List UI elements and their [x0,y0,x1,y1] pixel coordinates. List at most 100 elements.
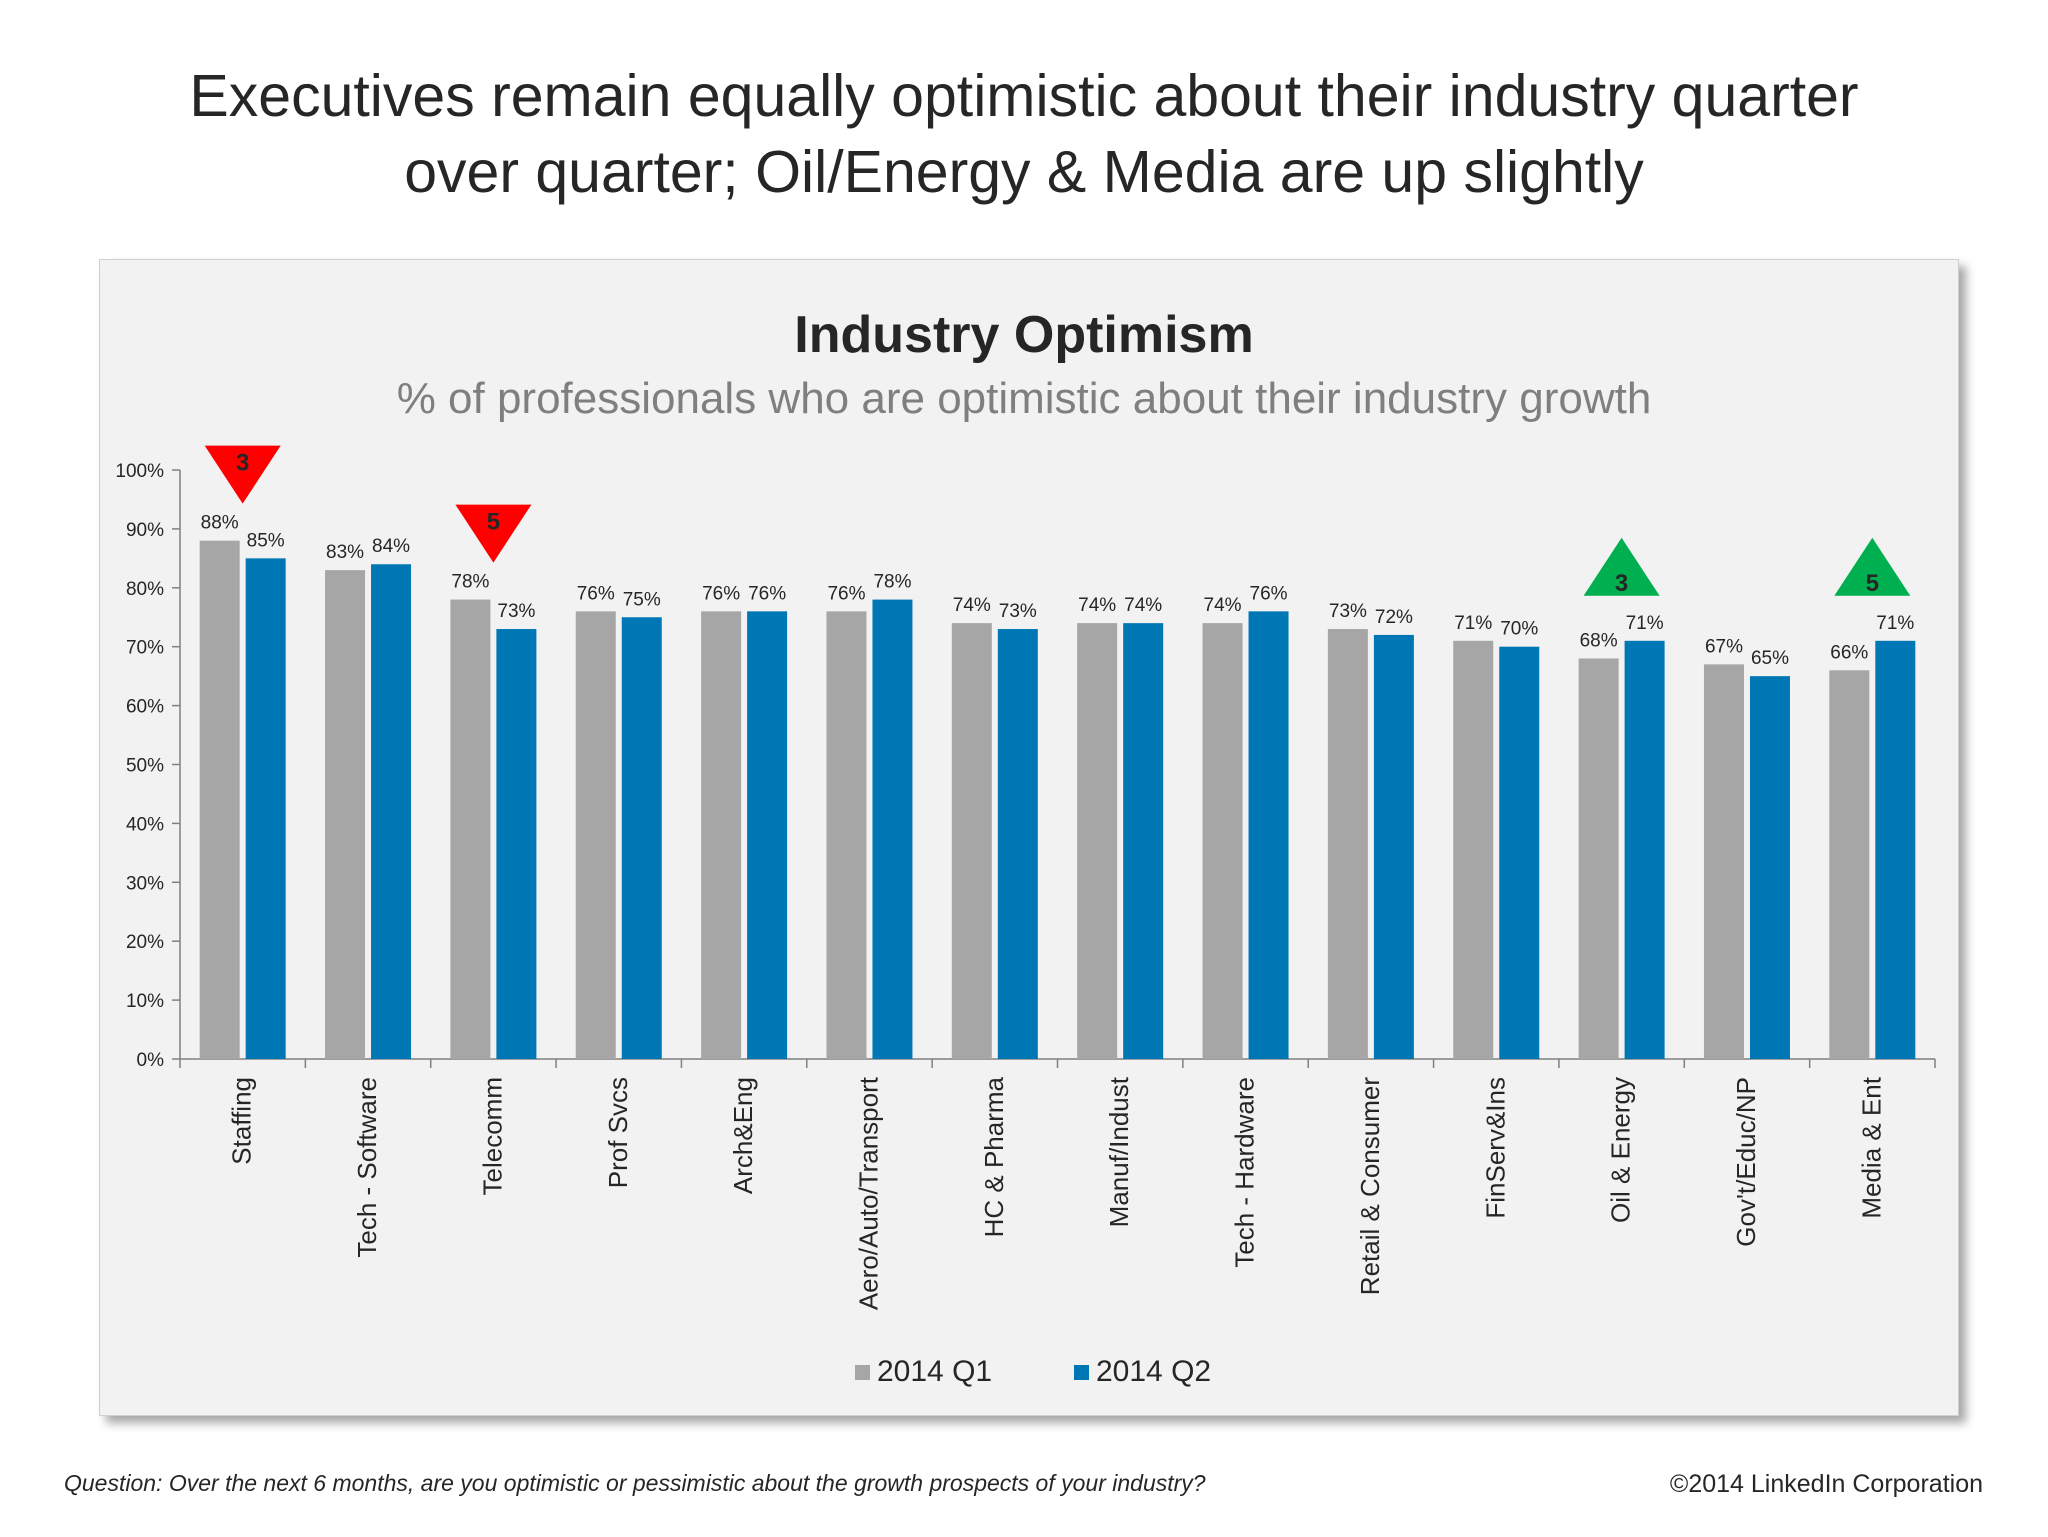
category-label: Gov't/Educ/NP [1731,1077,1761,1247]
bar-q1 [826,611,867,1059]
data-label: 78% [451,572,489,593]
data-label: 73% [497,601,535,622]
category-label: Tech - Hardware [1230,1077,1260,1268]
data-label: 76% [577,583,615,604]
category-label: Oil & Energy [1606,1077,1636,1223]
bar-q1 [1327,629,1368,1059]
data-label: 67% [1705,636,1743,657]
y-tick-label: 40% [126,814,164,835]
data-label: 84% [372,536,410,557]
data-label: 74% [1124,595,1162,616]
bar-q1 [575,611,616,1059]
data-label: 68% [1580,630,1618,651]
y-tick-label: 60% [126,697,164,718]
category-label: Staffing [227,1077,257,1165]
category-label: Media & Ent [1856,1076,1886,1218]
y-tick-label: 10% [126,991,164,1012]
data-label: 74% [1204,595,1242,616]
bar-q1 [1202,623,1243,1059]
data-label: 71% [1454,613,1492,634]
down-arrow-icon [455,504,532,563]
bar-q2 [1123,623,1164,1059]
down-arrow-icon [204,445,281,504]
data-label: 65% [1751,648,1789,669]
data-label: 72% [1375,607,1413,628]
bar-q1 [1703,664,1744,1059]
data-label: 85% [247,530,285,551]
category-label: Retail & Consumer [1355,1077,1385,1296]
y-tick-label: 90% [126,520,164,541]
y-tick-label: 70% [126,638,164,659]
legend-label: 2014 Q2 [1096,1355,1211,1388]
legend-swatch [1074,1365,1089,1380]
up-arrow-icon [1583,537,1660,596]
category-label: Aero/Auto/Transport [853,1076,883,1310]
bar-q2 [872,599,913,1059]
chart-title: Industry Optimism [794,306,1254,364]
data-label: 78% [873,572,911,593]
category-label: Manuf/Indust [1104,1076,1134,1227]
bar-q1 [450,599,491,1059]
data-label: 73% [999,601,1037,622]
data-label: 76% [702,583,740,604]
bar-q2 [1248,611,1289,1059]
data-label: 76% [748,583,786,604]
bar-q1 [325,570,366,1059]
y-tick-label: 0% [137,1050,165,1071]
bar-q1 [1578,658,1619,1059]
y-tick-label: 100% [115,461,164,482]
change-value: 3 [1615,570,1628,597]
category-label: Prof Svcs [603,1077,633,1188]
headline-line-2: over quarter; Oil/Energy & Media are up … [404,139,1644,205]
bar-q1 [951,623,992,1059]
change-value: 5 [1866,570,1879,597]
bar-q2 [1875,640,1916,1059]
data-label: 73% [1329,601,1367,622]
category-label: HC & Pharma [979,1076,1009,1237]
y-tick-label: 50% [126,756,164,777]
change-value: 3 [236,450,249,477]
bar-q1 [199,540,240,1059]
bar-q2 [1373,634,1414,1059]
survey-question: Question: Over the next 6 months, are yo… [64,1470,1206,1496]
data-label: 74% [953,595,991,616]
bar-q2 [747,611,788,1059]
bar-q1 [1829,670,1870,1059]
bar-q1 [1077,623,1118,1059]
data-label: 76% [1250,583,1288,604]
legend-label: 2014 Q1 [877,1355,992,1388]
bar-q2 [1499,646,1540,1059]
data-label: 83% [326,542,364,563]
data-label: 74% [1078,595,1116,616]
data-label: 75% [623,589,661,610]
bar-q1 [701,611,742,1059]
data-label: 70% [1500,619,1538,640]
bar-q2 [1624,640,1665,1059]
data-label: 76% [827,583,865,604]
bar-q2 [496,629,537,1059]
category-label: Arch&Eng [728,1077,758,1194]
headline-line-1: Executives remain equally optimistic abo… [189,63,1859,129]
legend-swatch [855,1365,870,1380]
bar-q2 [1749,676,1790,1059]
category-label: Telecomm [477,1077,507,1195]
chart-subtitle: % of professionals who are optimistic ab… [396,374,1652,423]
data-label: 88% [201,513,239,534]
category-label: Tech - Software [352,1077,382,1258]
bar-q2 [997,629,1038,1059]
up-arrow-icon [1834,537,1911,596]
bar-q1 [1453,640,1494,1059]
data-label: 66% [1830,642,1868,663]
y-tick-label: 30% [126,873,164,894]
data-label: 71% [1876,613,1914,634]
change-value: 5 [487,509,500,536]
bar-q2 [371,564,412,1059]
y-tick-label: 20% [126,932,164,953]
bar-q2 [245,558,286,1059]
copyright: ©2014 LinkedIn Corporation [1669,1470,1983,1498]
y-tick-label: 80% [126,579,164,600]
headline: Executives remain equally optimistic abo… [0,58,2048,210]
category-label: FinServ&Ins [1480,1077,1510,1219]
data-label: 71% [1626,613,1664,634]
